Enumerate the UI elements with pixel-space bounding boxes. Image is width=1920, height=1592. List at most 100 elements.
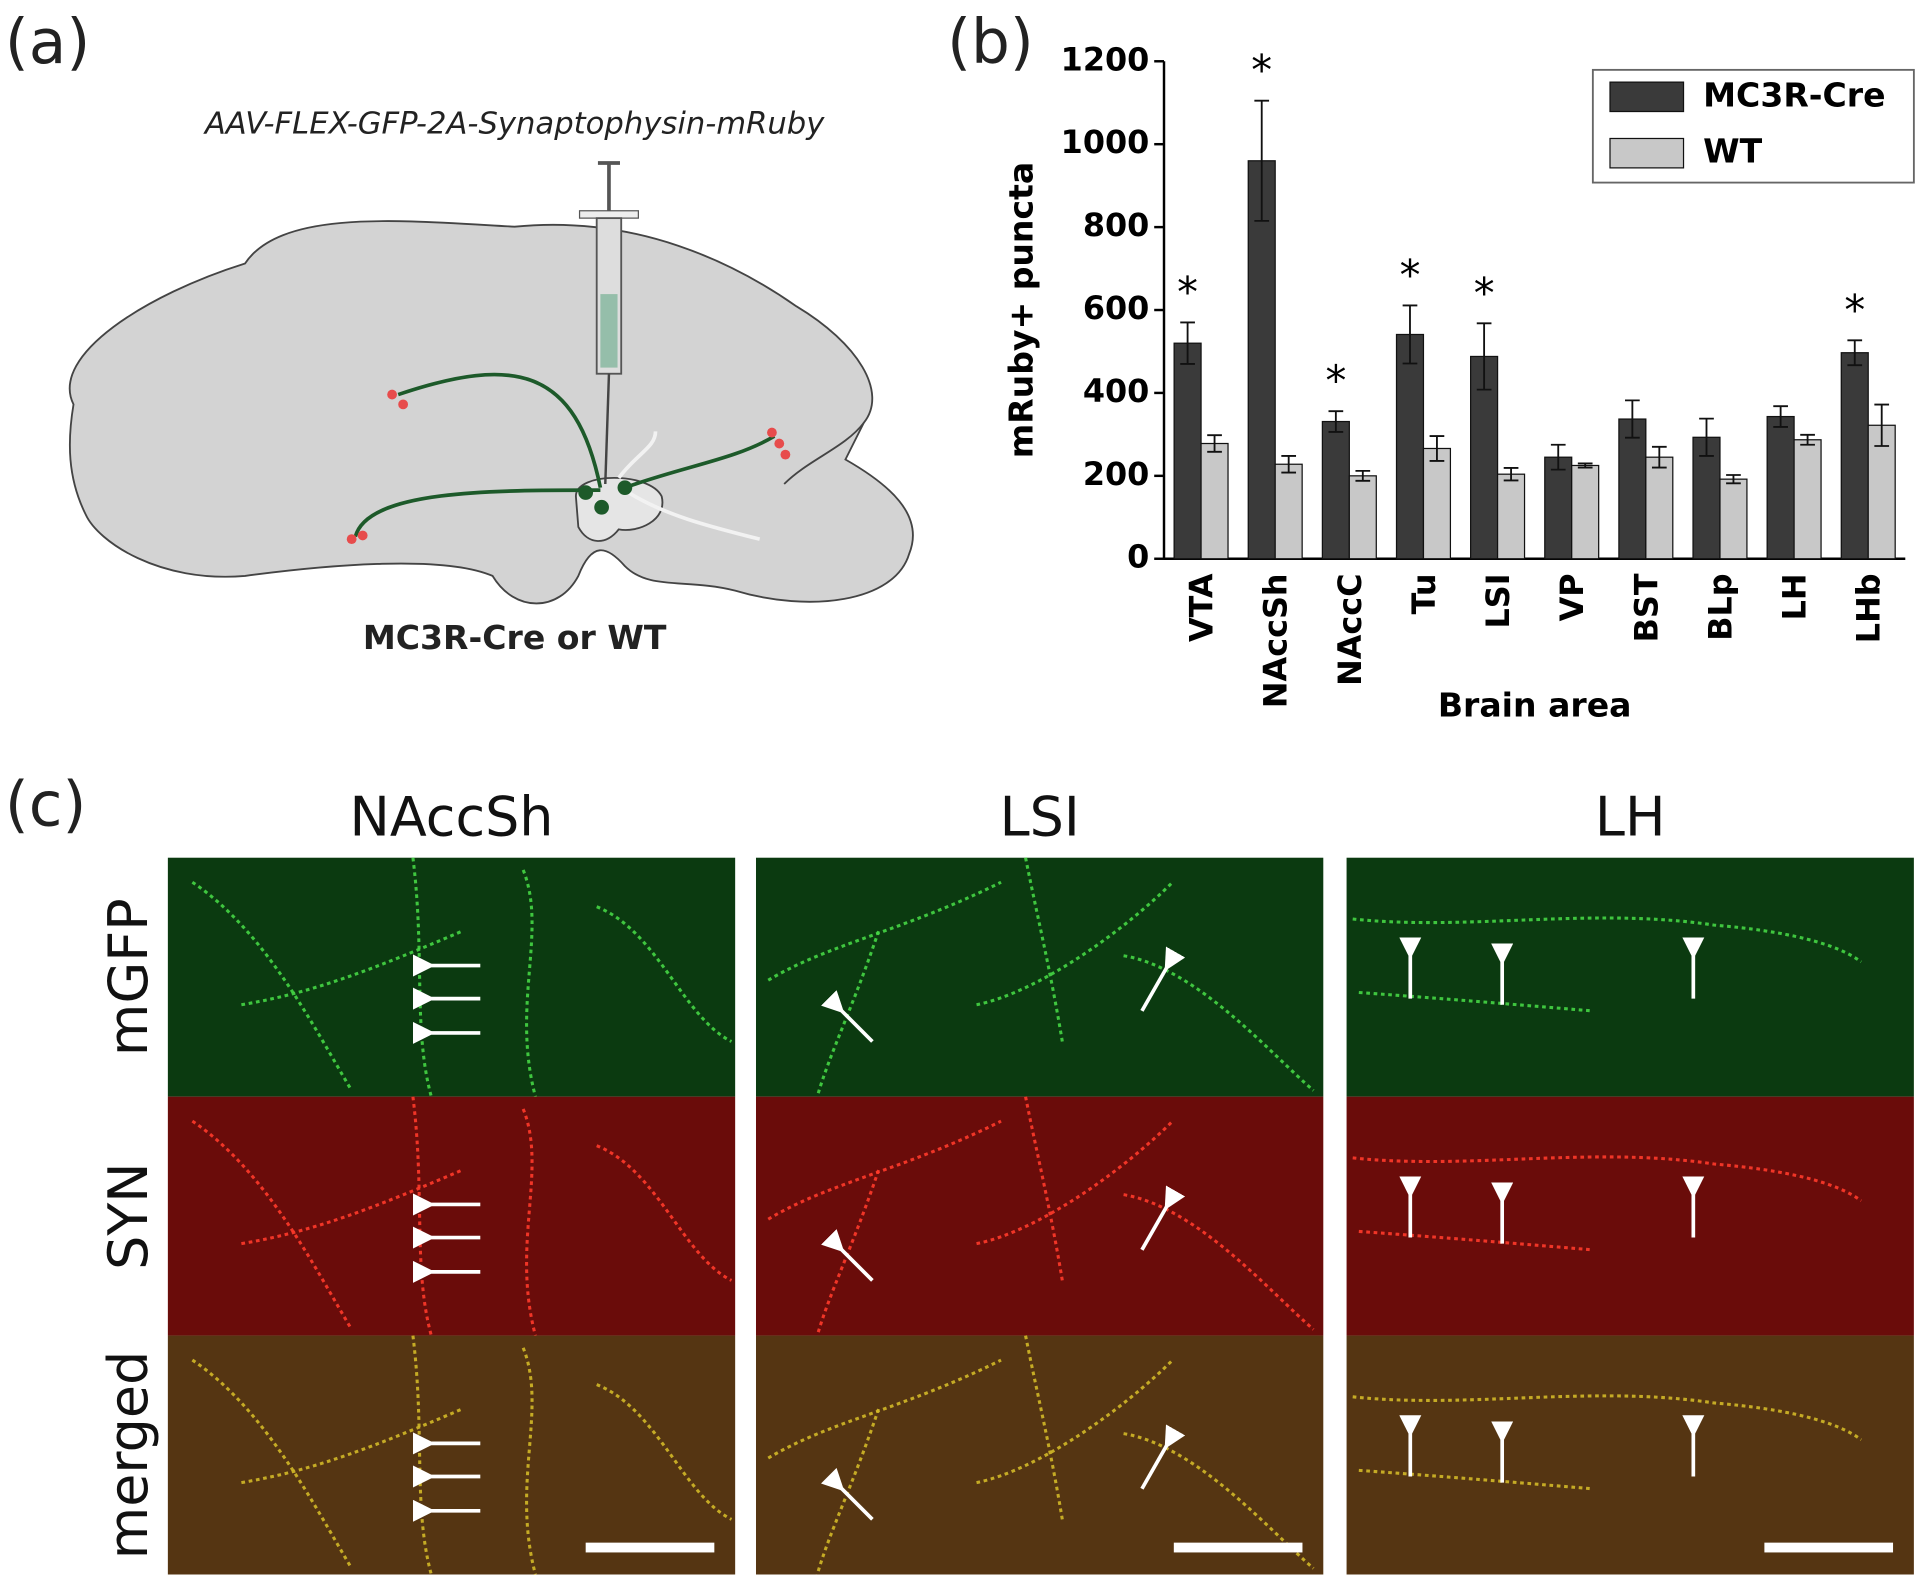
fiber	[767, 1358, 1002, 1460]
x-tick-label: VP	[1553, 573, 1591, 621]
bar	[1200, 442, 1229, 560]
fiber	[521, 1108, 537, 1336]
bar	[1395, 333, 1425, 560]
y-tick-label: 200	[1083, 455, 1149, 493]
fiber	[521, 1347, 537, 1575]
caption: MC3R-Cre or WT	[363, 618, 667, 657]
x-tick-label: LH	[1776, 573, 1814, 620]
error-bar	[1773, 405, 1788, 428]
fiber	[1024, 1096, 1064, 1281]
bar	[1348, 475, 1377, 560]
error-bar	[1550, 443, 1566, 471]
fiber	[241, 1407, 463, 1485]
scale-bar	[1764, 1542, 1894, 1553]
panel-label: (c)	[5, 769, 86, 840]
bar	[1173, 342, 1202, 560]
error-bar	[1207, 434, 1222, 453]
error-bar	[1476, 322, 1492, 391]
column-title: LH	[1595, 786, 1666, 849]
legend-swatch	[1609, 137, 1685, 169]
projections	[353, 372, 776, 538]
micrograph	[1346, 1335, 1914, 1575]
error-bar	[1402, 304, 1418, 365]
error-bar	[1699, 417, 1714, 457]
brain	[68, 220, 914, 605]
significance-mark: *	[1177, 267, 1198, 316]
x-axis-label: Brain area	[1438, 686, 1632, 725]
scale-bar	[585, 1542, 715, 1553]
arrow	[820, 1467, 874, 1521]
bar	[1247, 160, 1276, 560]
fiber	[976, 1358, 1174, 1485]
micrograph	[167, 857, 736, 1097]
panel-label: (a)	[5, 7, 90, 78]
significance-mark: *	[1325, 356, 1346, 405]
error-bar	[1328, 410, 1344, 433]
fiber	[191, 880, 353, 1092]
fiber	[191, 1119, 353, 1331]
arrow	[820, 990, 874, 1043]
bar	[1867, 424, 1896, 560]
row-label: SYN	[97, 1162, 160, 1269]
bar	[1692, 436, 1721, 560]
micrographs: NAccSh LSI LH mGFP SYN merged	[97, 786, 1914, 1575]
error-bar	[1355, 469, 1371, 482]
error-bar	[1625, 399, 1640, 439]
bar	[1793, 439, 1822, 560]
terminals	[346, 389, 791, 545]
vector-label: AAV-FLEX-GFP-2A-Synaptophysin-mRuby	[203, 107, 825, 142]
bar-chart: 0 200 400 600 800 1000 1200 mRuby+ puncta Brain …	[1002, 40, 1915, 725]
arrow	[1140, 946, 1186, 1012]
fiber	[1352, 916, 1863, 964]
error-bar	[1577, 462, 1593, 469]
micrograph	[755, 857, 1324, 1097]
micrograph	[167, 1096, 736, 1336]
bar	[1840, 352, 1869, 560]
arrow	[1140, 1185, 1186, 1251]
fiber	[411, 1335, 433, 1575]
error-bar	[1281, 455, 1297, 474]
fiber	[1358, 990, 1592, 1013]
micrograph	[1346, 857, 1914, 1097]
bar	[1618, 418, 1647, 560]
fiber	[521, 869, 537, 1098]
fiber	[241, 929, 463, 1007]
bar	[1719, 478, 1748, 560]
y-tick-label: 600	[1083, 289, 1149, 327]
x-tick-label: VTA	[1183, 573, 1221, 642]
arrow	[1140, 1424, 1186, 1490]
bar	[1321, 420, 1350, 560]
bar	[1274, 463, 1303, 560]
error-bar	[1254, 99, 1270, 222]
legend-label: MC3R-Cre	[1703, 75, 1885, 114]
micrograph	[167, 1335, 736, 1575]
column-title: NAccSh	[350, 786, 554, 849]
significance-mark: *	[1251, 46, 1272, 95]
fiber	[411, 1096, 433, 1336]
bar	[1422, 447, 1452, 560]
y-axis-label: mRuby+ puncta	[1002, 162, 1041, 458]
fiber	[1024, 1335, 1064, 1520]
significance-mark: *	[1474, 268, 1495, 317]
row-label: mGFP	[97, 898, 160, 1056]
significance-mark: *	[1844, 285, 1865, 334]
fiber	[1352, 1394, 1863, 1441]
fiber	[1352, 1155, 1863, 1203]
x-tick-label: BST	[1627, 573, 1665, 642]
bar	[1544, 456, 1573, 560]
fiber	[1024, 857, 1064, 1042]
error-bar	[1180, 321, 1195, 365]
fiber	[976, 881, 1174, 1007]
fiber	[241, 1168, 463, 1246]
bar	[1571, 464, 1600, 560]
fiber	[411, 857, 433, 1098]
x-tick-label: Tu	[1405, 573, 1443, 614]
bar	[1766, 415, 1795, 560]
syringe	[578, 161, 639, 485]
fiber	[767, 880, 1002, 982]
scale-bar	[1173, 1542, 1303, 1553]
fiber	[596, 905, 733, 1043]
significance-mark: *	[1400, 251, 1421, 300]
fiber	[596, 1383, 733, 1521]
